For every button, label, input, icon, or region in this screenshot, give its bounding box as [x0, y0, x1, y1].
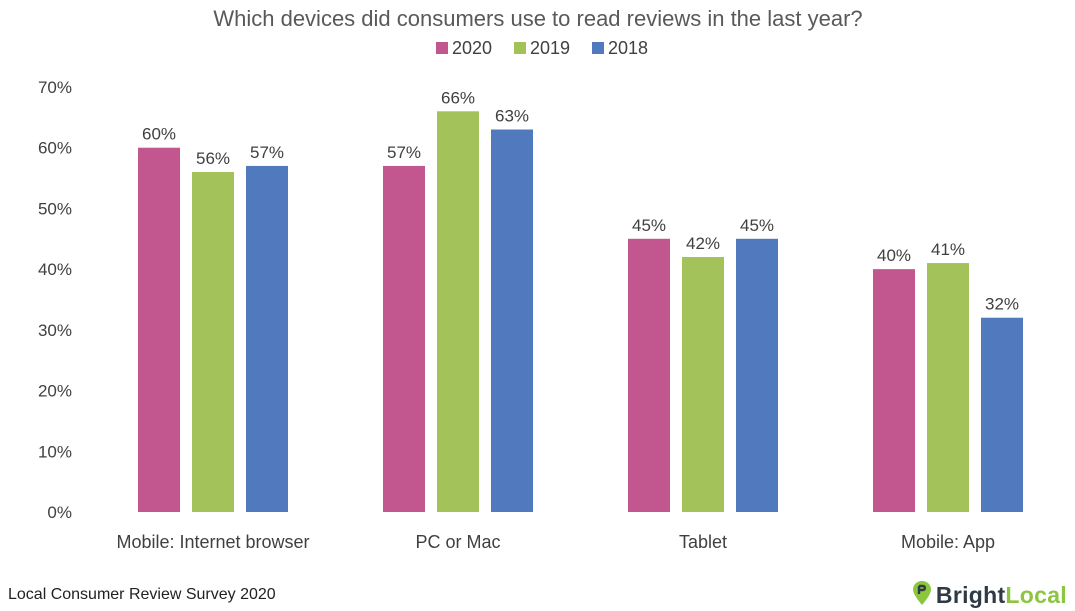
bar-2019 [927, 263, 969, 512]
y-tick-label: 40% [38, 260, 72, 279]
legend-swatch-2019 [514, 42, 526, 54]
y-tick-label: 30% [38, 321, 72, 340]
bar-2018 [736, 238, 778, 513]
chart-title: Which devices did consumers use to read … [213, 6, 862, 31]
brand-bright: Bright [935, 582, 1006, 608]
bar-2020 [873, 269, 915, 512]
bar-chart: Which devices did consumers use to read … [38, 6, 1023, 552]
brand-name: BrightLocal [936, 582, 1067, 609]
category-label: PC or Mac [415, 532, 500, 552]
data-label-2020: 40% [877, 246, 911, 265]
y-tick-label: 60% [38, 139, 72, 158]
data-label-2018: 57% [250, 143, 284, 162]
data-label-2019: 42% [686, 234, 720, 253]
bar-2019 [437, 111, 479, 513]
category-label: Mobile: App [901, 532, 995, 552]
y-axis: 0% 10% 20% 30% 40% 50% 60% 70% [38, 78, 72, 522]
data-label-2019: 66% [441, 88, 475, 107]
y-tick-label: 70% [38, 78, 72, 97]
data-labels: 60% 56% 57% 57% 66% 63% 45% 42% 45% 40% 41% 32% [142, 88, 1019, 313]
legend-label-2019: 2019 [530, 38, 570, 58]
brightlocal-logo: BrightLocal [912, 580, 1067, 611]
bar-2018 [981, 317, 1023, 512]
bar-2019 [682, 257, 724, 512]
x-axis: Mobile: Internet browser PC or Mac Tablet M… [116, 532, 995, 552]
bar-2020 [383, 165, 425, 512]
data-label-2020: 57% [387, 143, 421, 162]
category-label: Tablet [679, 532, 727, 552]
survey-source: Local Consumer Review Survey 2020 [8, 586, 276, 603]
data-label-2018: 63% [495, 107, 529, 126]
bar-2020 [138, 147, 180, 512]
y-tick-label: 20% [38, 382, 72, 401]
data-label-2018: 32% [985, 295, 1019, 314]
legend: 2020 2019 2018 [436, 38, 648, 58]
legend-swatch-2018 [592, 42, 604, 54]
brand-local: Local [1005, 582, 1067, 608]
location-pin-icon [912, 580, 932, 611]
category-label: Mobile: Internet browser [116, 532, 309, 552]
data-label-2019: 41% [931, 240, 965, 259]
y-tick-label: 0% [47, 503, 72, 522]
bar-2019 [192, 172, 234, 512]
data-label-2020: 45% [632, 216, 666, 235]
y-tick-label: 50% [38, 199, 72, 218]
data-label-2018: 45% [740, 216, 774, 235]
legend-label-2018: 2018 [608, 38, 648, 58]
bars [138, 111, 1023, 513]
data-label-2020: 60% [142, 125, 176, 144]
legend-swatch-2020 [436, 42, 448, 54]
bar-2018 [246, 165, 288, 512]
bar-2020 [628, 238, 670, 513]
y-tick-label: 10% [38, 442, 72, 461]
bar-2018 [491, 129, 533, 512]
data-label-2019: 56% [196, 149, 230, 168]
legend-label-2020: 2020 [452, 38, 492, 58]
